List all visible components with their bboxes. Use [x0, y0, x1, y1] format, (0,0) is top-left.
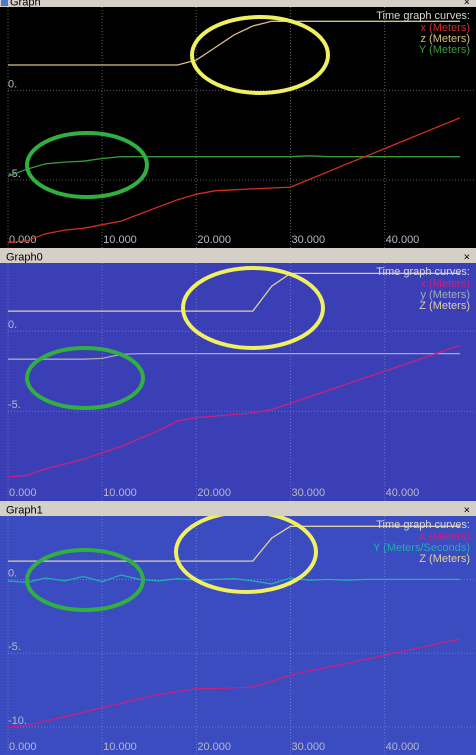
- window-title: Graph0: [6, 251, 43, 263]
- plot-background: [0, 263, 476, 501]
- x-tick-label: 30.000: [291, 741, 325, 753]
- x-tick-label: 20.000: [197, 234, 231, 246]
- y-tick-label: -10.: [8, 715, 27, 727]
- legend-title: Time graph curves:: [376, 10, 470, 22]
- graph-window: 0.000 10.000 20.000 30.000 40.000 0. -5. Time g…: [0, 250, 476, 501]
- annotation-circle: [25, 548, 145, 612]
- legend-title: Time graph curves:: [376, 519, 470, 531]
- x-tick-label: 30.000: [291, 234, 325, 246]
- y-tick-label: 0.: [8, 319, 17, 331]
- legend-entry: Y (Meters): [419, 44, 470, 56]
- legend-entry: x (Meters): [421, 22, 471, 34]
- series-line: [8, 352, 460, 360]
- legend-title: Time graph curves:: [376, 266, 470, 278]
- x-tick-label: 40.000: [386, 741, 420, 753]
- x-tick-label: 10.000: [103, 741, 137, 753]
- title-bar: [0, 250, 476, 263]
- legend-entry: z (Meters): [421, 33, 471, 45]
- x-tick-label: 10.000: [103, 234, 137, 246]
- x-tick-label: 0.000: [9, 234, 37, 246]
- series-line: [8, 20, 460, 66]
- series-line: [7, 638, 461, 728]
- close-button[interactable]: ×: [464, 251, 470, 263]
- window-title: Graph: [10, 0, 41, 8]
- legend-entry: Z (Meters): [419, 300, 470, 312]
- annotation-circle: [25, 346, 145, 410]
- series-line: [8, 272, 460, 312]
- annotation-circle: [25, 131, 149, 199]
- y-tick-label: 0.: [8, 78, 17, 90]
- title-bar: [0, 503, 476, 516]
- x-tick-label: 10.000: [103, 487, 137, 499]
- x-tick-label: 40.000: [386, 234, 420, 246]
- title-bar: [0, 0, 476, 7]
- series-line: [7, 344, 461, 478]
- close-button[interactable]: ×: [464, 0, 470, 8]
- window-icon: [1, 0, 8, 6]
- x-tick-label: 0.000: [9, 487, 37, 499]
- close-button[interactable]: ×: [464, 504, 470, 516]
- legend-entry: Z (Meters): [419, 553, 470, 565]
- legend-entry: x (Meters): [421, 278, 471, 290]
- x-tick-label: 0.000: [9, 741, 37, 753]
- series-line: [7, 117, 461, 244]
- series-line: [7, 155, 460, 178]
- x-tick-label: 20.000: [197, 487, 231, 499]
- y-tick-label: 0.: [8, 567, 17, 579]
- legend-entry: X (Meters): [419, 531, 470, 543]
- series-line: [8, 525, 460, 562]
- legend-entry: Y (Meters/Seconds): [373, 542, 470, 554]
- x-tick-label: 30.000: [291, 487, 325, 499]
- legend-entry: y (Meters): [421, 289, 471, 301]
- x-tick-label: 20.000: [197, 741, 231, 753]
- x-tick-label: 40.000: [386, 487, 420, 499]
- series-line: [7, 574, 460, 585]
- annotation-circle: [190, 15, 330, 95]
- y-tick-label: -5.: [8, 641, 21, 653]
- y-tick-label: -5.: [8, 399, 21, 411]
- window-title: Graph1: [6, 504, 43, 516]
- plot-background: [0, 516, 476, 755]
- plot-background: [0, 7, 476, 248]
- graph-window: 0.000 10.000 20.000 30.000 40.000 0. -5. -10. Ti…: [0, 503, 476, 755]
- annotation-circle: [181, 266, 325, 350]
